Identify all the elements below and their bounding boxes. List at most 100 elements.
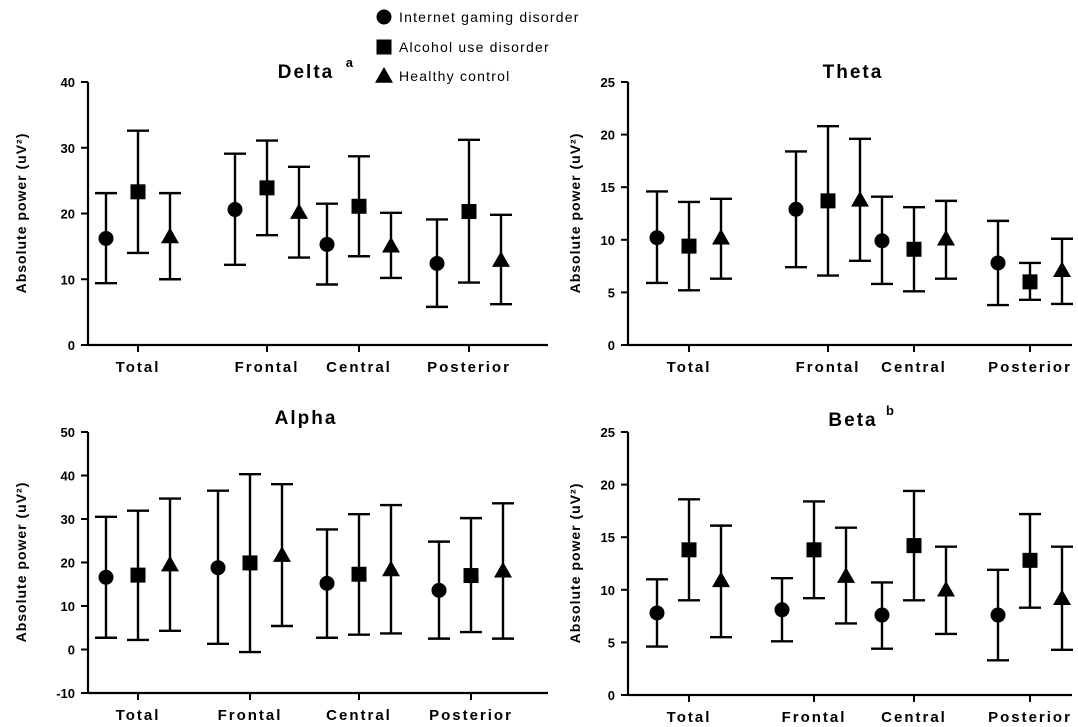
data-point-triangle <box>1053 589 1071 605</box>
category-label: Central <box>326 707 392 724</box>
y-tick-label: 10 <box>601 233 615 248</box>
chart-panel-beta: Beta b Absolute power (uV²) 0 5 10 15 20 25 Total… <box>567 403 1073 726</box>
data-point-circle <box>774 602 790 618</box>
data-point-circle <box>210 560 226 576</box>
y-tick-label: 10 <box>61 599 75 614</box>
data-point-circle <box>431 582 447 598</box>
chart-panels: Delta a Absolute power (uV²) 0 10 20 30 40 Total… <box>13 55 1073 726</box>
data-point-circle <box>874 233 890 249</box>
data-point-square <box>681 542 697 558</box>
y-tick-label: 20 <box>601 128 615 143</box>
series-triangle <box>710 524 1073 651</box>
y-tick-label: -10 <box>56 686 75 701</box>
category-label: Posterior <box>429 707 513 724</box>
data-point-triangle <box>494 561 512 578</box>
data-point-circle <box>429 255 445 271</box>
data-point-triangle <box>161 227 179 244</box>
data-point-circle <box>874 607 890 623</box>
data-point-triangle <box>712 228 730 245</box>
y-tick-label: 0 <box>68 338 75 353</box>
data-point-triangle <box>382 236 400 253</box>
y-axis-label: Absolute power (uV²) <box>13 482 29 643</box>
y-tick-label: 10 <box>61 272 75 287</box>
panel-title: Alpha <box>275 408 338 429</box>
data-point-square <box>130 184 146 200</box>
y-tick-label: 0 <box>68 643 75 658</box>
legend-item: Healthy control <box>375 67 510 84</box>
legend-marker-circle <box>376 9 392 25</box>
y-axis-label: Absolute power (uV²) <box>567 483 583 644</box>
data-point-square <box>1022 274 1038 290</box>
panel-title: Delta <box>278 62 334 83</box>
y-tick-label: 5 <box>608 285 615 300</box>
data-point-triangle <box>937 229 955 246</box>
legend-label: Internet gaming disorder <box>399 9 580 25</box>
category-label: Posterior <box>988 359 1072 376</box>
data-point-square <box>681 238 697 254</box>
y-axis-label: Absolute power (uV²) <box>567 133 583 294</box>
legend-label: Alcohol use disorder <box>399 39 550 55</box>
data-point-circle <box>227 202 243 218</box>
category-label: Total <box>116 359 161 376</box>
chart-panel-alpha: Alpha Absolute power (uV²) -10 0 10 20 30 40 50 T… <box>13 408 548 724</box>
data-point-circle <box>649 230 665 246</box>
category-label: Frontal <box>235 359 300 376</box>
series-circle <box>95 489 450 646</box>
chart-panel-theta: Theta Absolute power (uV²) 0 5 10 15 20 25 Total… <box>567 62 1073 376</box>
y-axis-label: Absolute power (uV²) <box>13 133 29 294</box>
chart-panel-delta: Delta a Absolute power (uV²) 0 10 20 30 40 Total… <box>13 55 548 376</box>
category-label: Total <box>116 707 161 724</box>
series-triangle <box>159 483 514 640</box>
y-tick-label: 30 <box>61 512 75 527</box>
category-label: Total <box>667 709 712 726</box>
series-square <box>678 124 1041 301</box>
data-point-triangle <box>382 560 400 577</box>
panel-title-superscript: b <box>886 403 894 418</box>
data-point-circle <box>98 230 114 246</box>
data-point-square <box>259 180 275 196</box>
y-tick-label: 15 <box>601 530 615 545</box>
category-label: Posterior <box>427 359 511 376</box>
category-label: Frontal <box>782 709 847 726</box>
data-point-square <box>463 568 479 584</box>
y-tick-label: 10 <box>601 583 615 598</box>
legend-label: Healthy control <box>399 68 510 84</box>
panel-title: Beta <box>828 410 877 431</box>
series-circle <box>646 150 1009 307</box>
data-point-triangle <box>492 251 510 267</box>
series-triangle <box>710 137 1073 306</box>
y-tick-label: 30 <box>61 141 75 156</box>
data-point-circle <box>649 605 665 621</box>
data-point-square <box>351 198 367 214</box>
category-label: Central <box>326 359 392 376</box>
series-triangle <box>159 165 512 306</box>
data-point-circle <box>990 255 1006 271</box>
y-tick-label: 25 <box>601 75 615 90</box>
data-point-triangle <box>273 546 291 562</box>
data-point-circle <box>98 569 114 585</box>
data-point-square <box>906 538 922 554</box>
category-label: Frontal <box>218 707 283 724</box>
data-point-square <box>806 542 822 558</box>
data-point-triangle <box>290 203 308 219</box>
legend-item: Internet gaming disorder <box>376 9 580 25</box>
y-tick-label: 50 <box>61 425 75 440</box>
data-point-triangle <box>937 580 955 597</box>
series-square <box>127 129 480 284</box>
y-tick-label: 25 <box>601 425 615 440</box>
data-point-circle <box>319 575 335 591</box>
y-tick-label: 0 <box>608 338 615 353</box>
legend-marker-triangle <box>375 67 393 83</box>
data-point-square <box>906 241 922 257</box>
legend-item: Alcohol use disorder <box>376 39 550 55</box>
category-label: Total <box>667 359 712 376</box>
panel-title-superscript: a <box>346 55 354 70</box>
y-tick-label: 20 <box>61 556 75 571</box>
category-label: Central <box>881 709 947 726</box>
series-circle <box>646 568 1009 662</box>
data-point-circle <box>990 607 1006 623</box>
series-square <box>678 489 1041 609</box>
data-point-triangle <box>161 555 179 572</box>
series-square <box>127 472 482 654</box>
data-point-square <box>242 555 258 571</box>
